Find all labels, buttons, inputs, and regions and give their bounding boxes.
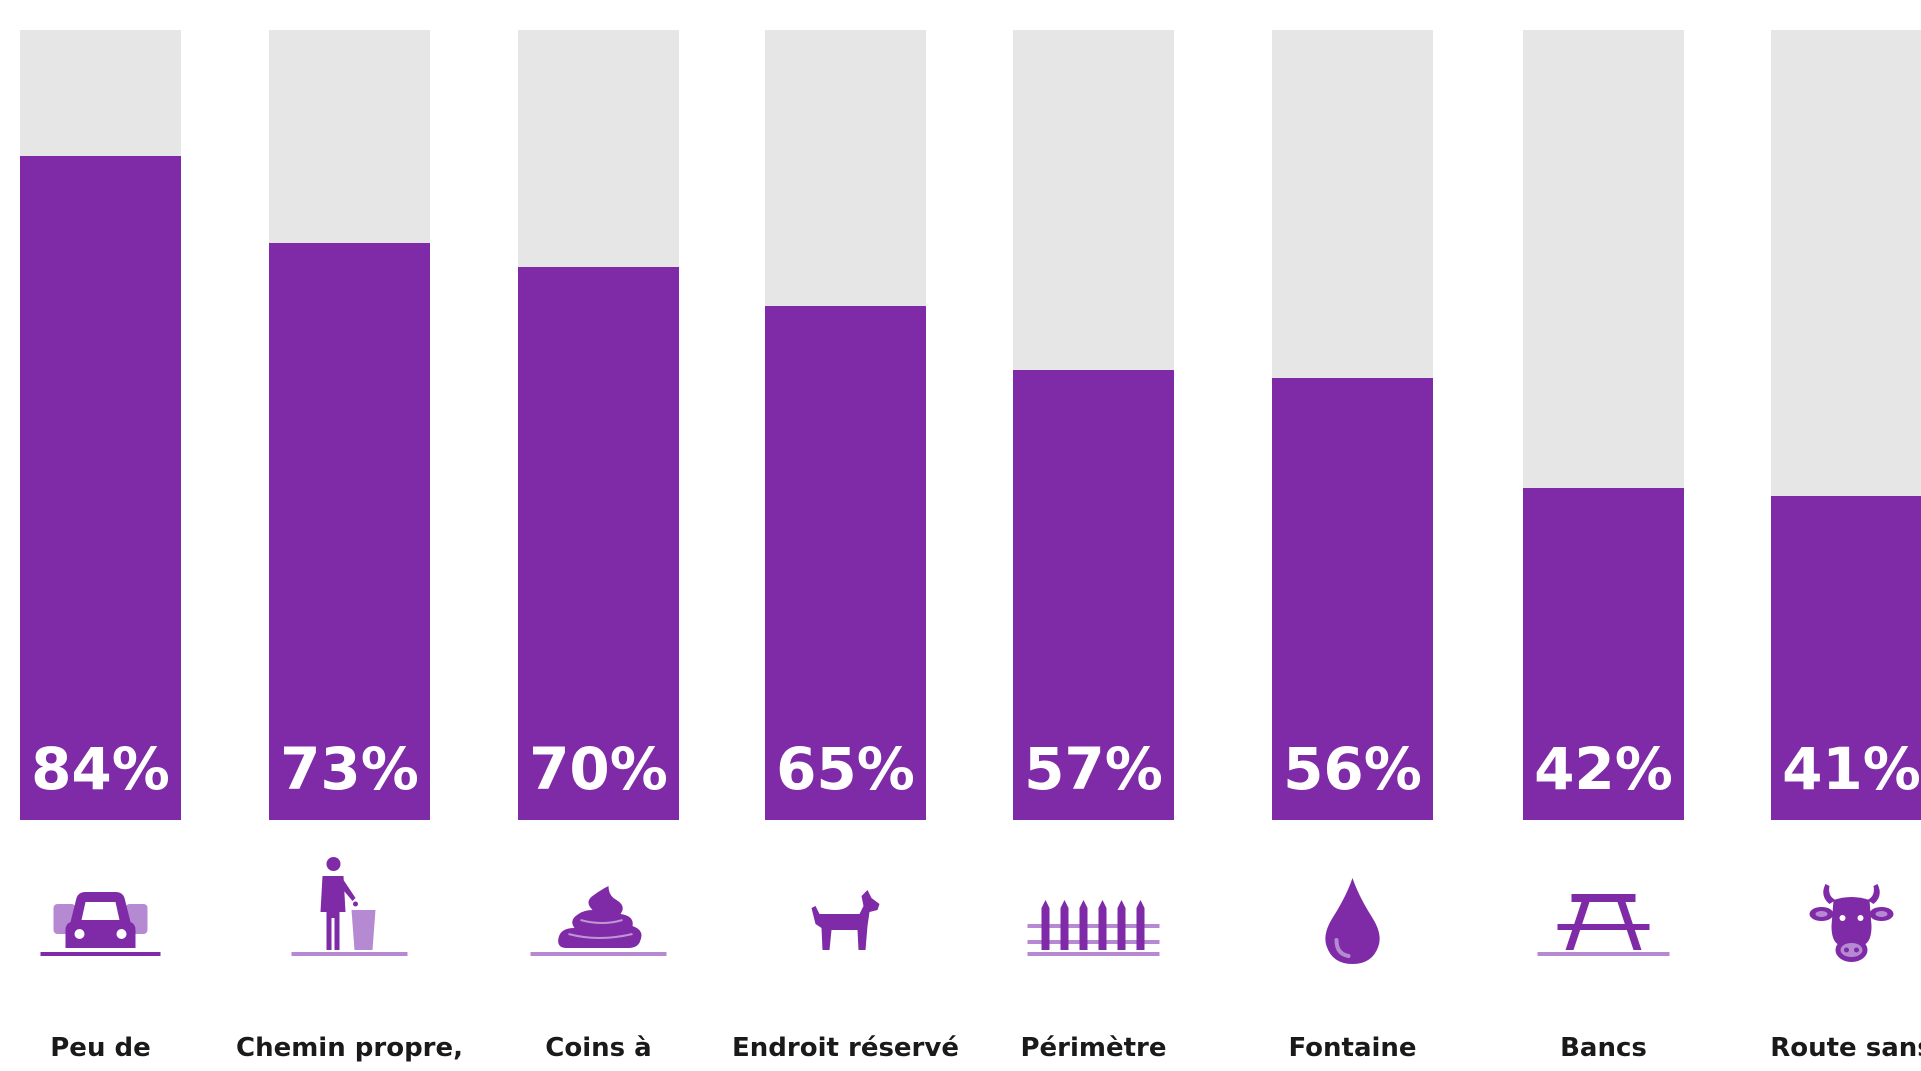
data-label: 65% xyxy=(776,735,915,803)
water-drop-icon xyxy=(1325,878,1380,964)
data-label: 42% xyxy=(1534,735,1673,803)
bar xyxy=(20,156,181,820)
bar xyxy=(765,306,926,820)
trash-person-icon xyxy=(291,857,408,956)
data-label: 41% xyxy=(1782,735,1921,803)
bar xyxy=(269,243,430,820)
data-label: 84% xyxy=(31,735,170,803)
category-label: Fontaine xyxy=(1288,1033,1417,1063)
category-label: Endroit réservé xyxy=(732,1033,959,1063)
fence-icon xyxy=(1027,900,1160,956)
category-label: Bancs xyxy=(1560,1033,1647,1063)
bar xyxy=(1523,488,1684,820)
bar xyxy=(1272,378,1433,820)
data-label: 73% xyxy=(280,735,419,803)
car-icon xyxy=(40,892,161,956)
category-label: Route sans xyxy=(1770,1033,1921,1063)
category-label: Périmètre xyxy=(1020,1033,1167,1063)
category-label: Chemin propre, xyxy=(235,1033,464,1063)
data-label: 70% xyxy=(529,735,668,803)
bar xyxy=(1013,370,1174,820)
cow-icon xyxy=(1809,884,1894,962)
picnic-bench-icon xyxy=(1537,894,1670,956)
category-label: Peu de xyxy=(50,1033,151,1063)
poop-icon xyxy=(530,886,667,956)
data-label: 57% xyxy=(1024,735,1163,803)
dog-icon xyxy=(811,890,880,950)
data-label: 56% xyxy=(1283,735,1422,803)
category-label: Coins à xyxy=(545,1033,652,1063)
bar xyxy=(518,267,679,820)
bar xyxy=(1771,496,1921,820)
